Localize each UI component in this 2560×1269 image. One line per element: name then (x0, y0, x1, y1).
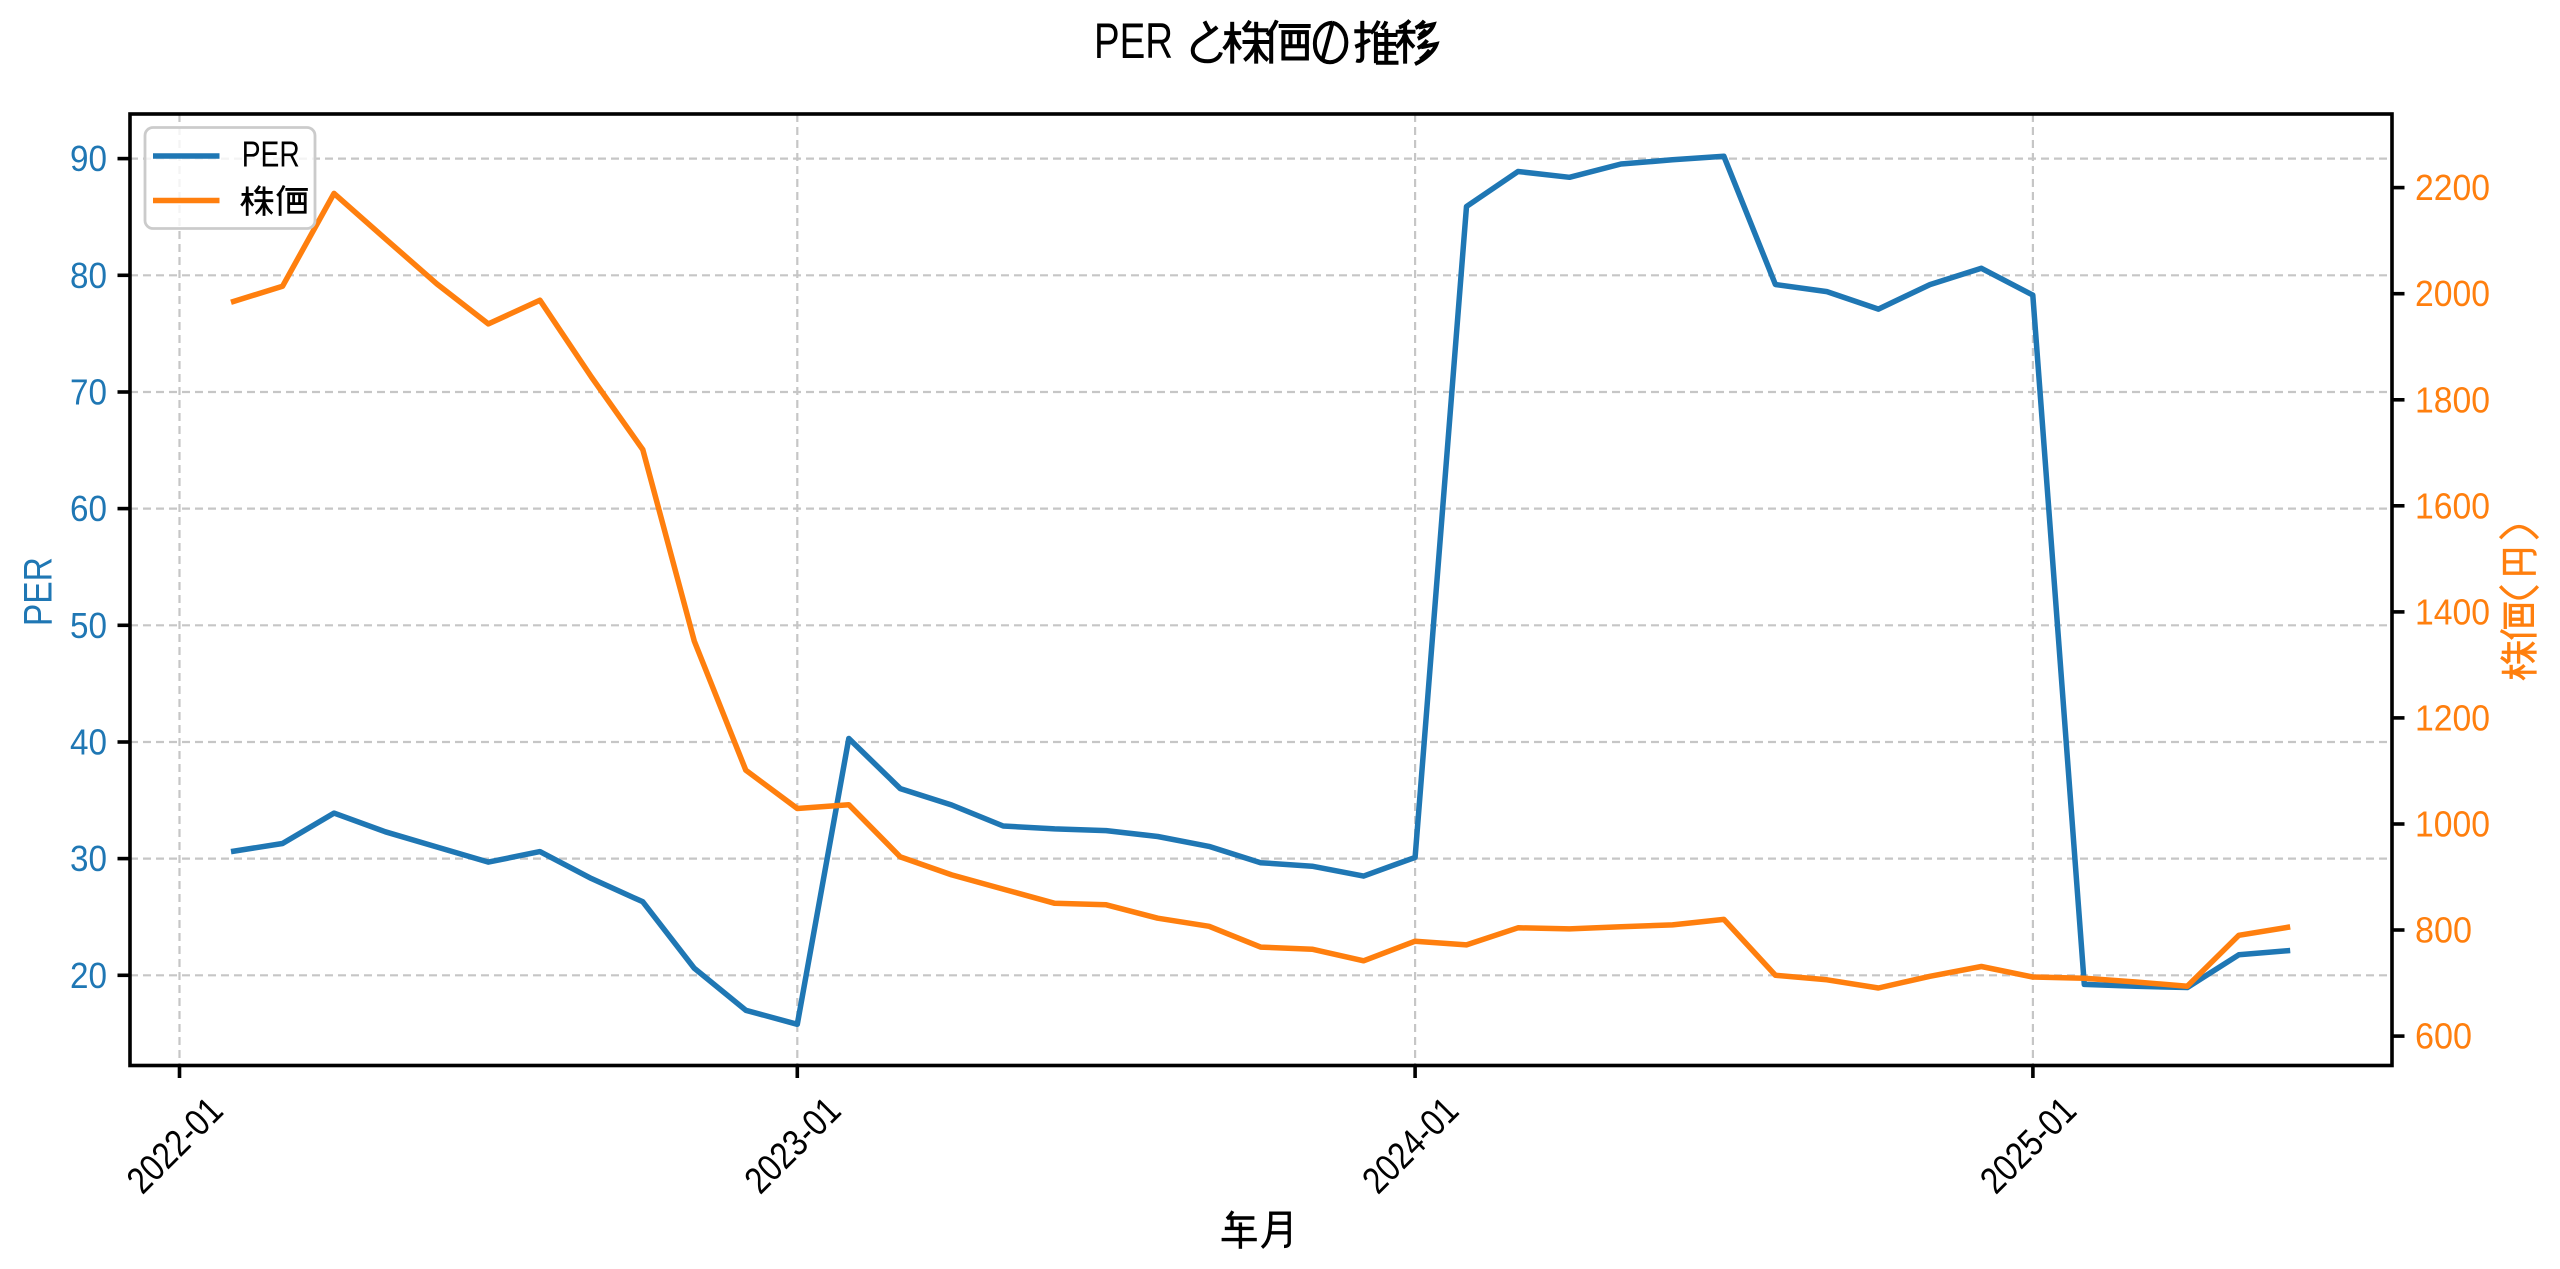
svg-text:2200: 2200 (2415, 167, 2490, 208)
svg-text:1800: 1800 (2415, 379, 2490, 420)
svg-text:1400: 1400 (2415, 591, 2490, 632)
svg-text:2000: 2000 (2415, 273, 2490, 314)
svg-text:20: 20 (70, 955, 107, 996)
svg-text:70: 70 (70, 372, 107, 413)
svg-text:80: 80 (70, 255, 107, 296)
svg-text:600: 600 (2415, 1016, 2472, 1057)
svg-text:50: 50 (70, 605, 107, 646)
svg-text:60: 60 (70, 488, 107, 529)
svg-text:1600: 1600 (2415, 485, 2490, 526)
svg-text:90: 90 (70, 138, 107, 179)
svg-text:30: 30 (70, 838, 107, 879)
svg-text:PER: PER (242, 134, 300, 175)
svg-text:1200: 1200 (2415, 697, 2490, 738)
svg-text:40: 40 (70, 722, 107, 763)
svg-text:PER: PER (16, 557, 60, 626)
svg-text:800: 800 (2415, 910, 2472, 951)
svg-text:1000: 1000 (2415, 804, 2490, 845)
svg-text:PER: PER (1094, 13, 1173, 69)
